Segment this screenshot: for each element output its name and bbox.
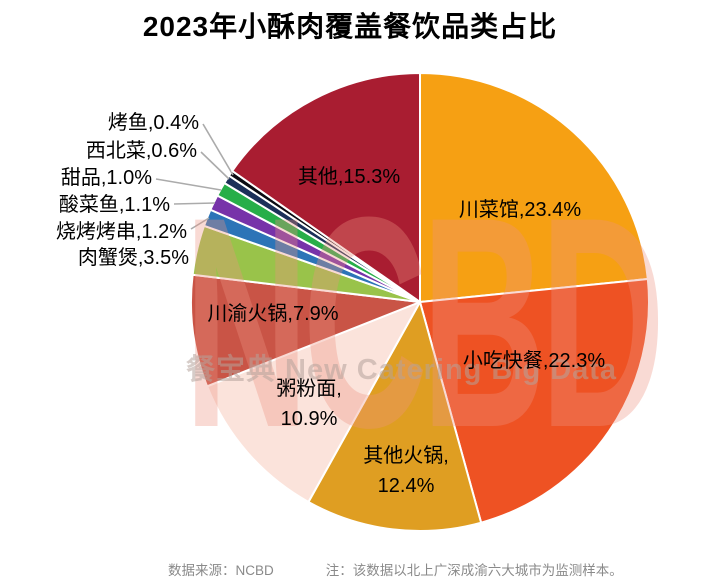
slice-label-other-hotpot: 其他火锅, 12.4%: [363, 445, 449, 497]
slice-label-porridge-noodles: 粥粉面, 10.9%: [276, 378, 342, 430]
leader-line-bbq-skewers: [190, 217, 210, 230]
pie-slice-sichuan-chongqing-hotpot: [190, 273, 421, 388]
sample-note: 注：该数据以北上广深成渝六大城市为监测样本。: [325, 563, 623, 578]
leader-line-pickled-fish: [173, 202, 216, 205]
leader-line-dessert: [155, 178, 222, 191]
pie-slice-snack-fast-food: [419, 278, 650, 524]
pie-slice-other: [231, 72, 421, 303]
slice-label-grilled-fish: 烤鱼,0.4%: [107, 112, 199, 134]
pie-slice-porridge-noodles: [206, 301, 421, 503]
leader-line-northwest-cuisine: [200, 151, 230, 180]
chart-title: 2023年小酥肉覆盖餐饮品类占比: [142, 11, 558, 42]
pie-slice-other-hotpot: [307, 301, 483, 532]
slice-label-sichuan-chongqing-hotpot: 川渝火锅,7.9%: [207, 303, 339, 325]
leader-line-grilled-fish: [202, 123, 234, 176]
slice-label-snack-fast-food: 小吃快餐,22.3%: [462, 350, 606, 372]
slice-label-meat-crab-pot: 肉蟹煲,3.5%: [77, 247, 189, 269]
slice-label-other: 其他,15.3%: [297, 166, 401, 188]
footer: 数据来源：NCBD 注：该数据以北上广深成渝六大城市为监测样本。: [168, 559, 623, 579]
slice-label-sichuan-restaurant: 川菜馆,23.4%: [458, 199, 582, 221]
slice-label-dessert: 甜品,1.0%: [60, 167, 152, 189]
pie-slice-sichuan-restaurant: [419, 72, 649, 303]
slice-label-pickled-fish: 酸菜鱼,1.1%: [58, 194, 170, 216]
data-source-note: 数据来源：NCBD: [168, 563, 274, 578]
slice-label-northwest-cuisine: 西北菜,0.6%: [85, 140, 197, 162]
slice-label-bbq-skewers: 烧烤烤串,1.2%: [55, 221, 187, 243]
